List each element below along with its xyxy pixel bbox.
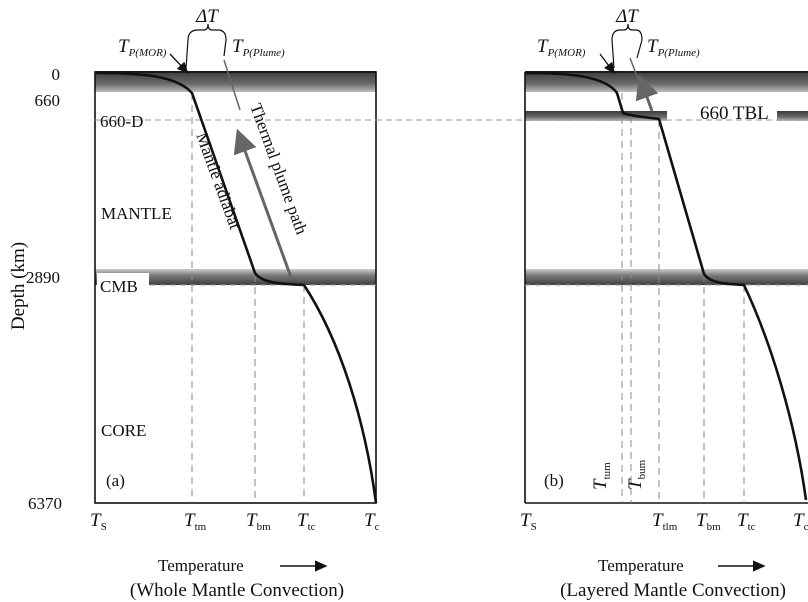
x-tick-tc-b: Tc: [793, 510, 808, 533]
x-tick-ts-a-t: T: [90, 510, 102, 531]
tp-plume-t-a: T: [232, 36, 244, 57]
tp-mor-label-a: TP(MOR): [118, 36, 167, 59]
depth-tick-0: 0: [52, 65, 61, 84]
panel-b: ΔT TP(MOR) TP(Plume) 660 TBL (b) Ttum Tb…: [376, 6, 808, 601]
x-tick-ttlm-b: Ttlm: [652, 510, 678, 533]
delta-t-label-a: ΔT: [195, 6, 219, 27]
tick-tum-t: T: [590, 478, 611, 490]
tp-mor-arrow-b: [599, 53, 616, 75]
hot-basal-tbl-a: [95, 269, 376, 285]
x-tick-tbm-a-t: T: [246, 510, 258, 531]
delta-t-label-b: ΔT: [615, 6, 639, 27]
geotherm-curve-a: [94, 71, 378, 504]
x-tick-tbm-a-sub: bm: [257, 521, 272, 533]
tp-mor-t-a: T: [118, 36, 130, 57]
tp-plume-sub-a: P(Plume): [242, 47, 285, 59]
geotherm-curve-b: [524, 71, 808, 501]
hot-basal-tbl-b: [525, 269, 808, 285]
mantle-adiabat-label: Mantle adiabat: [192, 130, 245, 232]
label-cmb: CMB: [100, 277, 138, 296]
panel-a: ΔT TP(MOR) TP(Plume) Cold top TBL Hot ba…: [90, 6, 497, 601]
tbl-660-label-bg: [667, 99, 777, 121]
tick-tum-sub: tum: [601, 462, 613, 480]
x-tick-ttm-a-t: T: [184, 510, 196, 531]
x-tick-tc-b-t: T: [793, 510, 805, 531]
x-tick-ttc-b: Ttc: [737, 510, 756, 533]
tp-mor-t-b: T: [537, 36, 549, 57]
panel-b-tag: (b): [544, 471, 564, 490]
hot-basal-tbl-label: Hot basal TBL: [390, 269, 497, 289]
delta-t-brace-b: [611, 23, 643, 41]
x-tick-ttlm-b-t: T: [652, 510, 664, 531]
x-tick-ts-a: TS: [90, 510, 107, 533]
tp-plume-label-a: TP(Plume): [232, 36, 285, 59]
tp-plume-sub-b: P(Plume): [657, 47, 700, 59]
plume-path-line-b: [629, 57, 641, 85]
x-tick-ttc-a-t: T: [297, 510, 309, 531]
label-core: CORE: [101, 421, 146, 440]
x-tick-tbm-a: Tbm: [246, 510, 271, 533]
tbl-660-label: 660 TBL: [700, 103, 769, 124]
cold-top-tbl-label: Cold top TBL: [392, 72, 493, 92]
tick-bum: Tbum: [625, 459, 648, 490]
cold-top-tbl-b: [525, 71, 808, 92]
x-tick-tc-a-t: T: [364, 510, 376, 531]
tick-bum-t: T: [625, 478, 646, 490]
x-tick-ttm-a-sub: tm: [195, 521, 207, 533]
tp-mor-sub-a: P(MOR): [128, 47, 167, 59]
delta-t-stem-left-b: [611, 39, 615, 69]
x-tick-tbm-b: Tbm: [696, 510, 721, 533]
tp-plume-t-b: T: [647, 36, 659, 57]
depth-tick-660: 660: [35, 91, 61, 110]
x-tick-ttc-a: Ttc: [297, 510, 316, 533]
x-tick-ttc-b-t: T: [737, 510, 749, 531]
depth-tick-6370: 6370: [28, 494, 62, 513]
x-tick-tc-b-sub: c: [804, 521, 808, 533]
tp-mor-arrow-a: [169, 53, 189, 74]
tp-mor-label-b: TP(MOR): [537, 36, 586, 59]
x-tick-ts-a-sub: S: [101, 521, 107, 533]
thermal-plume-path-label: Thermal plume path: [246, 101, 311, 237]
x-tick-ttlm-b-sub: tlm: [663, 521, 678, 533]
tbl-660-b: [525, 111, 808, 121]
x-tick-ttc-b-sub: tc: [748, 521, 756, 533]
x-tick-tbm-b-t: T: [696, 510, 708, 531]
plume-path-line-a: [223, 59, 241, 111]
delta-t-brace-a: [187, 23, 227, 41]
depth-tick-2890: 2890: [26, 268, 60, 287]
x-label-a: Temperature: [158, 556, 244, 575]
cmb-label-bg: [97, 273, 149, 295]
delta-t-stem-right-b: [636, 39, 643, 59]
tp-mor-sub-b: P(MOR): [547, 47, 586, 59]
x-tick-ttm-a: Ttm: [184, 510, 207, 533]
x-tick-tc-a-sub: c: [375, 521, 380, 533]
delta-t-stem-right-a: [223, 39, 227, 57]
label-mantle: MANTLE: [101, 204, 172, 223]
x-tick-ttc-a-sub: tc: [308, 521, 316, 533]
x-tick-tbm-b-sub: bm: [707, 521, 722, 533]
x-tick-ts-b-sub: S: [531, 521, 537, 533]
delta-t-stem-left-a: [185, 39, 189, 69]
plume-path-arrow-a: [233, 128, 294, 281]
panel-a-frame: [94, 71, 377, 504]
tp-plume-label-b: TP(Plume): [647, 36, 700, 59]
x-tick-ts-b-t: T: [520, 510, 532, 531]
cold-top-tbl-a: [95, 71, 376, 92]
tick-tum: Ttum: [590, 462, 613, 490]
caption-b: (Layered Mantle Convection): [560, 580, 786, 601]
panel-a-tag: (a): [106, 471, 125, 490]
plume-path-arrow-b: [635, 74, 659, 112]
x-label-b: Temperature: [598, 556, 684, 575]
tick-bum-sub: bum: [636, 459, 648, 479]
label-660-d: 660-D: [100, 112, 143, 131]
y-axis-label: Depth (km): [8, 242, 29, 330]
x-tick-ts-b: TS: [520, 510, 537, 533]
caption-a: (Whole Mantle Convection): [130, 580, 344, 601]
x-tick-tc-a: Tc: [364, 510, 380, 533]
